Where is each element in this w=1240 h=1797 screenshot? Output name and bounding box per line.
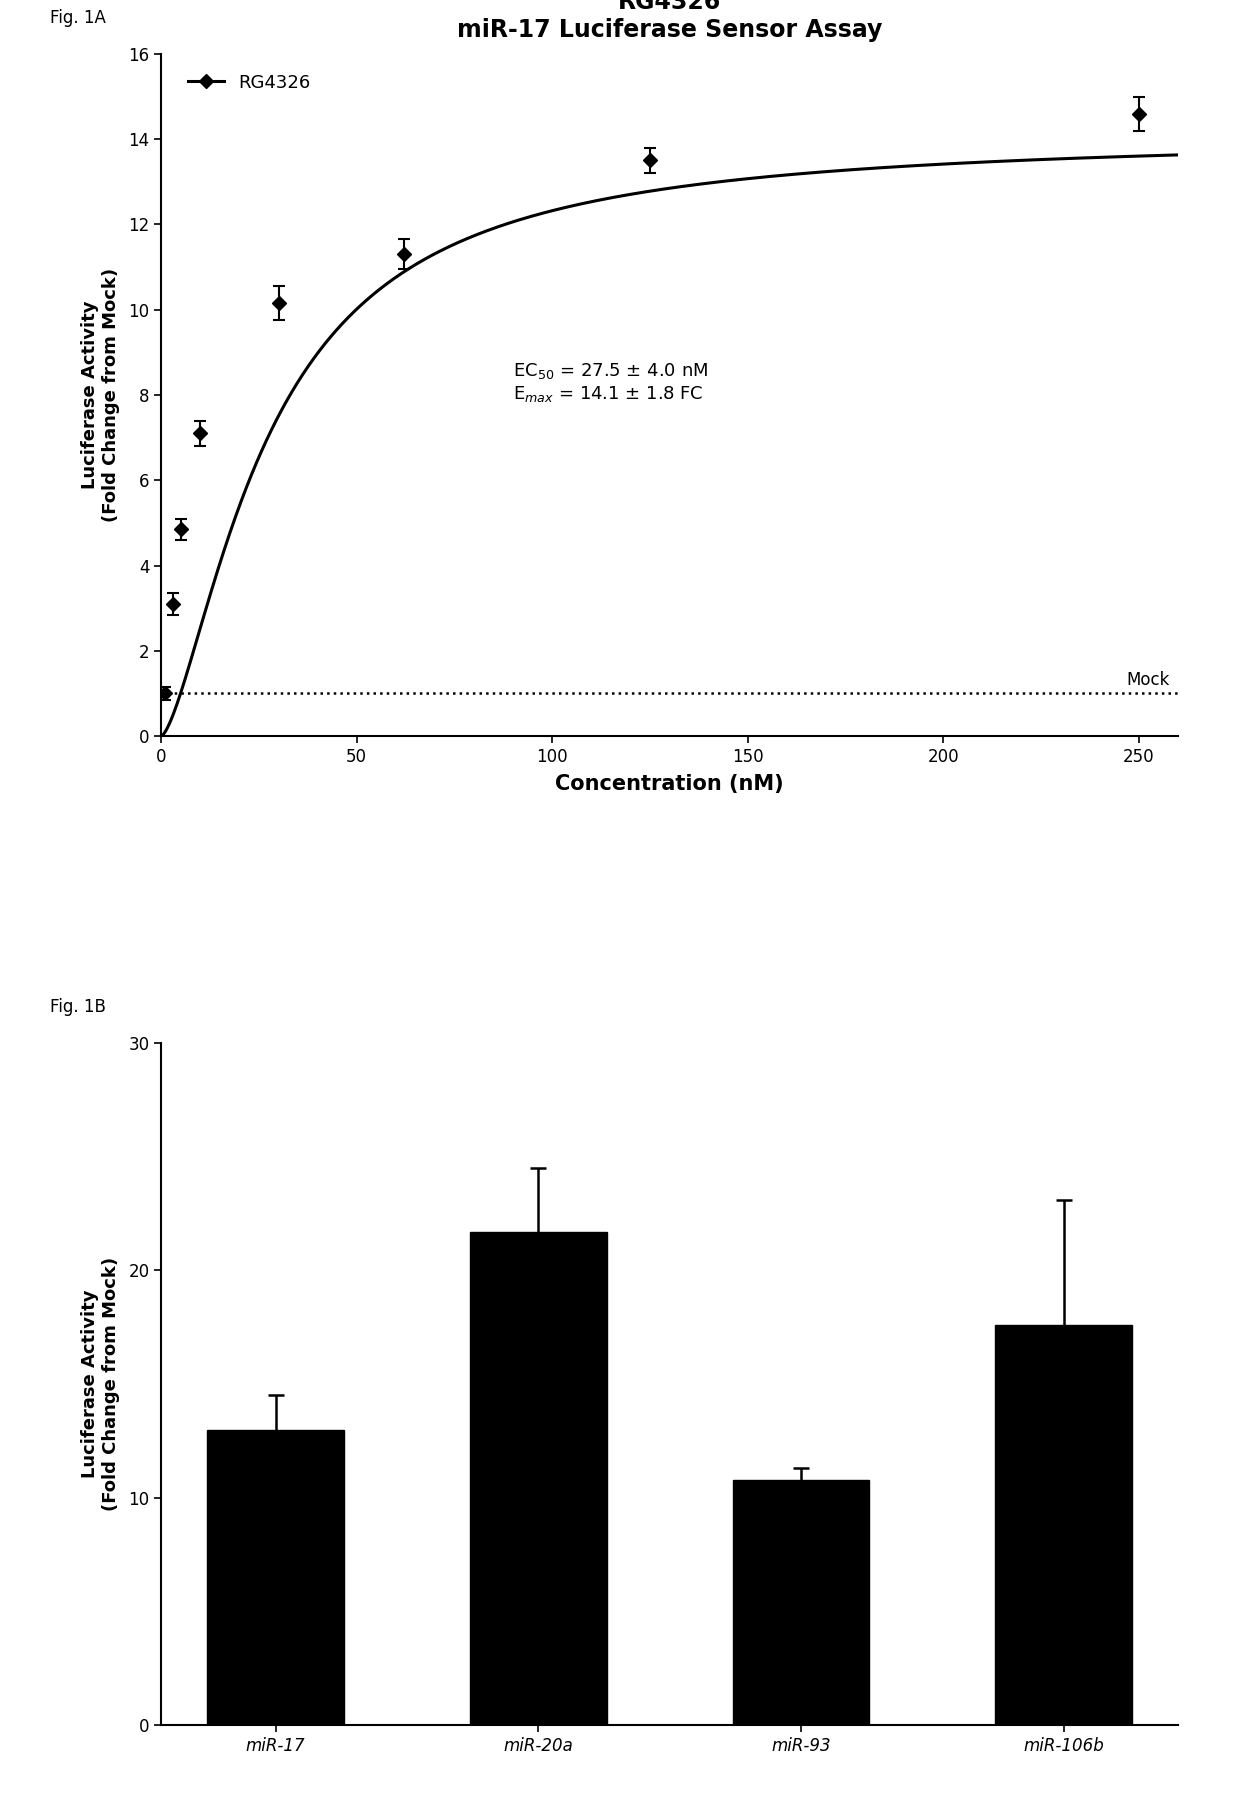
X-axis label: Concentration (nM): Concentration (nM) bbox=[556, 775, 784, 794]
Text: Fig. 1B: Fig. 1B bbox=[50, 997, 105, 1015]
Bar bbox=[733, 1479, 869, 1725]
Text: Mock: Mock bbox=[1127, 670, 1171, 688]
Y-axis label: Luciferase Activity
(Fold Change from Mock): Luciferase Activity (Fold Change from Mo… bbox=[81, 1256, 120, 1511]
Text: Fig. 1A: Fig. 1A bbox=[50, 9, 105, 27]
Bar bbox=[996, 1324, 1132, 1725]
Text: EC$_{50}$ = 27.5 ± 4.0 nM
E$_{max}$ = 14.1 ± 1.8 FC: EC$_{50}$ = 27.5 ± 4.0 nM E$_{max}$ = 14… bbox=[513, 361, 708, 404]
Y-axis label: Luciferase Activity
(Fold Change from Mock): Luciferase Activity (Fold Change from Mo… bbox=[81, 268, 120, 523]
Legend: RG4326: RG4326 bbox=[180, 66, 317, 99]
Bar bbox=[207, 1430, 343, 1725]
Title: RG4326
miR-17 Luciferase Sensor Assay: RG4326 miR-17 Luciferase Sensor Assay bbox=[456, 0, 883, 43]
Bar bbox=[470, 1231, 606, 1725]
